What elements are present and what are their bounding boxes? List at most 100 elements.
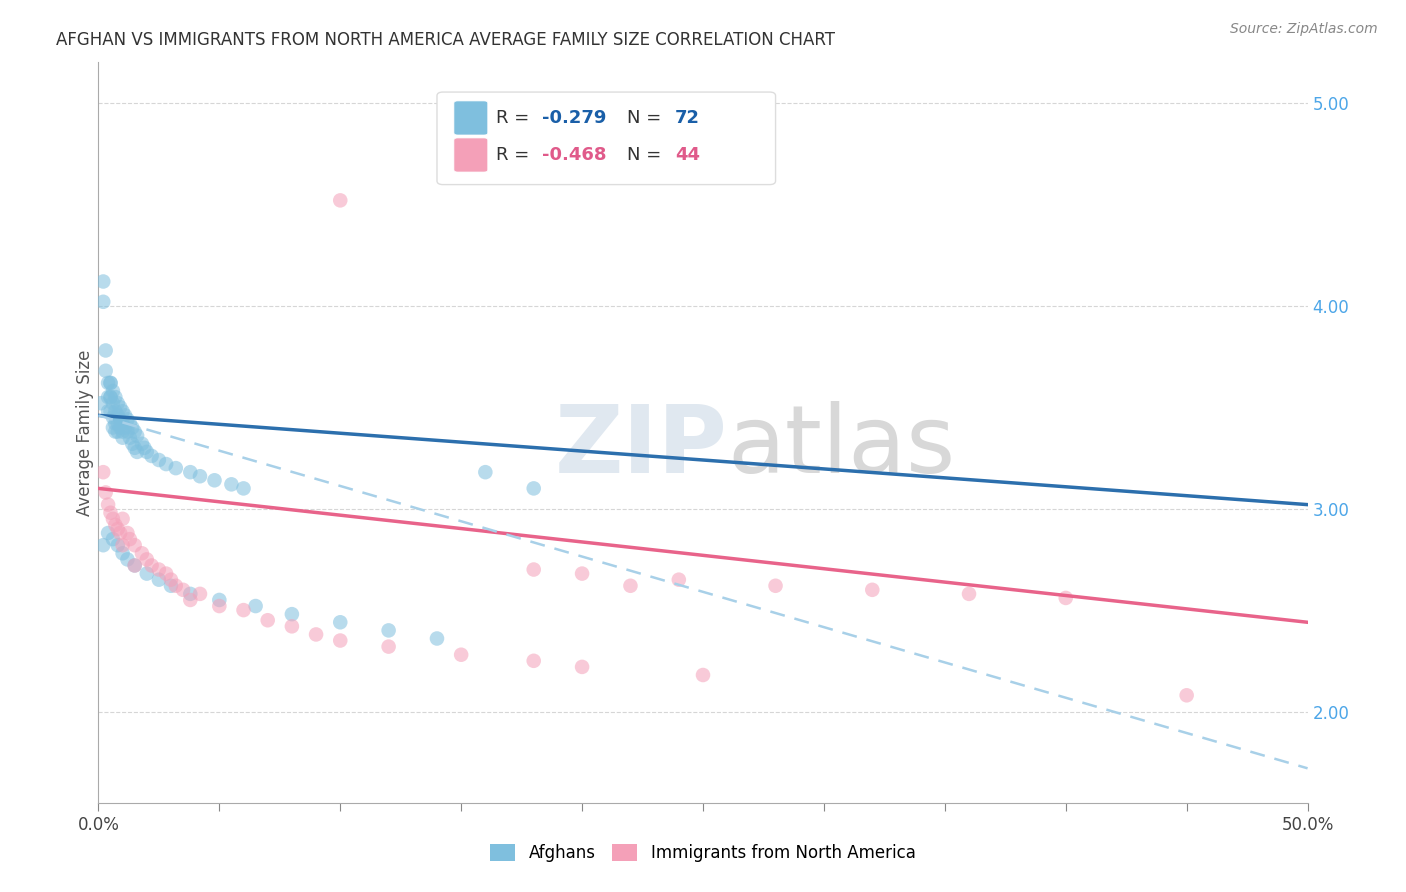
Point xyxy=(450,648,472,662)
Text: -0.468: -0.468 xyxy=(543,146,606,164)
Point xyxy=(281,619,304,633)
Point xyxy=(124,425,146,439)
Point xyxy=(160,579,183,593)
Point xyxy=(107,417,129,431)
Point xyxy=(104,417,127,431)
Point xyxy=(117,526,139,541)
Point xyxy=(108,412,131,426)
Text: -0.279: -0.279 xyxy=(543,109,606,127)
Point xyxy=(148,453,170,467)
Point xyxy=(94,485,117,500)
Point xyxy=(523,654,546,668)
Point xyxy=(101,532,124,546)
Point xyxy=(118,417,141,431)
FancyBboxPatch shape xyxy=(437,92,776,185)
Point xyxy=(97,498,120,512)
Point xyxy=(179,465,201,479)
Point xyxy=(100,404,122,418)
Point xyxy=(104,425,127,439)
Point xyxy=(114,409,136,423)
Point xyxy=(100,390,122,404)
Point xyxy=(94,364,117,378)
Text: R =: R = xyxy=(496,146,536,164)
Point xyxy=(135,445,157,459)
Point xyxy=(117,425,139,439)
Point xyxy=(668,573,690,587)
Point xyxy=(204,473,226,487)
Legend: Afghans, Immigrants from North America: Afghans, Immigrants from North America xyxy=(484,837,922,869)
Text: atlas: atlas xyxy=(727,401,956,493)
Point xyxy=(188,587,211,601)
Point xyxy=(97,376,120,390)
Point xyxy=(107,409,129,423)
Point xyxy=(100,376,122,390)
Point xyxy=(155,457,177,471)
Text: ZIP: ZIP xyxy=(554,401,727,493)
Point xyxy=(377,624,399,638)
Point xyxy=(155,566,177,581)
Point xyxy=(571,660,593,674)
Point xyxy=(107,522,129,536)
Point xyxy=(124,538,146,552)
Text: N =: N = xyxy=(627,109,666,127)
Point xyxy=(107,538,129,552)
Point xyxy=(619,579,641,593)
Point xyxy=(179,587,201,601)
Point xyxy=(104,404,127,418)
Point xyxy=(765,579,787,593)
Point xyxy=(305,627,328,641)
Point xyxy=(101,384,124,398)
Text: N =: N = xyxy=(627,146,666,164)
Point xyxy=(232,482,254,496)
FancyBboxPatch shape xyxy=(454,138,488,172)
Point xyxy=(101,410,124,425)
Point xyxy=(111,404,134,418)
Point xyxy=(111,431,134,445)
FancyBboxPatch shape xyxy=(454,101,488,135)
Point xyxy=(101,396,124,410)
Point xyxy=(108,401,131,415)
Point xyxy=(118,532,141,546)
Point xyxy=(523,562,546,576)
Point xyxy=(124,441,146,455)
Point xyxy=(179,593,201,607)
Point xyxy=(121,437,143,451)
Point xyxy=(107,396,129,410)
Point xyxy=(188,469,211,483)
Point xyxy=(111,538,134,552)
Point xyxy=(474,465,496,479)
Point xyxy=(118,431,141,445)
Point xyxy=(1054,591,1077,605)
Point xyxy=(329,633,352,648)
Point xyxy=(957,587,980,601)
Point xyxy=(377,640,399,654)
Point xyxy=(165,579,187,593)
Point xyxy=(114,420,136,434)
Point xyxy=(108,420,131,434)
Point xyxy=(426,632,449,646)
Point xyxy=(127,428,149,442)
Point xyxy=(135,552,157,566)
Point xyxy=(124,558,146,573)
Point xyxy=(94,343,117,358)
Point xyxy=(131,437,153,451)
Point xyxy=(111,417,134,431)
Point xyxy=(208,599,231,613)
Point xyxy=(208,593,231,607)
Point xyxy=(108,526,131,541)
Point xyxy=(131,546,153,560)
Point xyxy=(141,449,163,463)
Point xyxy=(97,390,120,404)
Text: R =: R = xyxy=(496,109,536,127)
Point xyxy=(91,294,114,309)
Point xyxy=(91,538,114,552)
Point xyxy=(111,425,134,439)
Point xyxy=(165,461,187,475)
Point xyxy=(135,566,157,581)
Point xyxy=(692,668,714,682)
Point xyxy=(221,477,243,491)
Point xyxy=(111,512,134,526)
Point xyxy=(97,404,120,418)
Point xyxy=(91,465,114,479)
Point xyxy=(172,582,194,597)
